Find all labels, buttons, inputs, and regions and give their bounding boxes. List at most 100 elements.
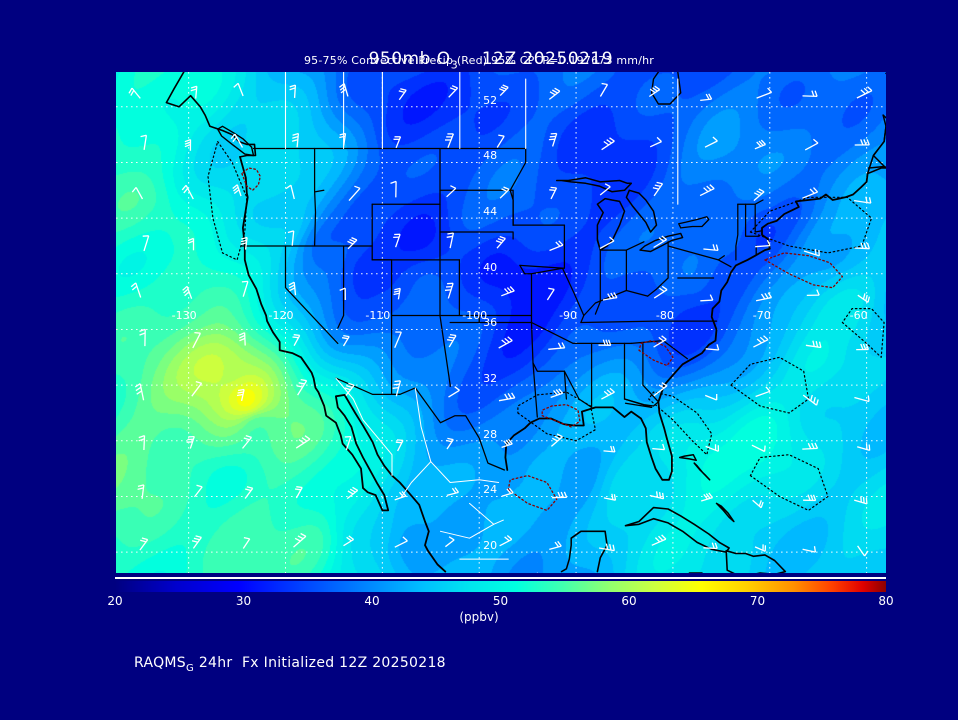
wind-barb-flag [610,292,615,299]
map-overlay [116,72,886,573]
wind-barb [293,532,307,548]
state-border [561,267,585,324]
wind-barb [292,334,301,347]
wind-barb [549,186,558,200]
wind-barb-shaft [343,133,347,146]
wind-barb [291,132,300,148]
state-border [335,377,416,396]
colorbar [115,581,886,592]
wind-barb [703,542,718,550]
wind-barb [289,84,297,98]
wind-barb-flag [865,294,868,301]
wind-barb-shaft [703,248,719,252]
wind-barb-flag [503,440,509,446]
wind-barb-flag [140,134,147,138]
wind-barb-flag [191,540,199,543]
wind-barb-shaft [192,537,202,549]
wind-barb [599,82,609,97]
wind-barb [753,335,769,348]
wind-barb-flag [862,497,865,504]
wind-barb-shaft [854,199,871,204]
wind-barb [134,383,145,401]
wind-barb [549,240,564,252]
wind-barb-flag [557,491,561,498]
wind-barb-shaft [857,446,870,452]
wind-barb [755,292,773,302]
wind-barb-flag [756,190,763,195]
lon-label--80: -80 [655,308,674,322]
wind-barb [339,83,349,97]
wind-barb-shaft [550,187,558,200]
wind-barb-flag [393,383,400,386]
wind-barb-shaft [653,385,668,397]
wind-barb [395,439,404,452]
wind-barb [652,443,666,451]
wind-barb-flag [243,536,250,540]
wind-barb-shaft [704,394,717,401]
wind-barb-shaft [394,331,402,348]
coastline-east [504,172,869,481]
wind-barb-flag [549,189,556,192]
convective-precip-contour-75 [749,196,873,254]
wind-barb-flag [349,238,356,243]
wind-barb-flag [554,435,561,440]
wind-barb-shaft [753,339,769,348]
wind-barb-flag [814,442,819,449]
wind-barb-shaft [603,497,616,501]
wind-barb-flag [560,491,565,498]
state-border [667,245,725,261]
wind-barb-flag [394,287,401,291]
state-border [744,203,760,237]
wind-barb-shaft [751,444,765,453]
wind-barb-shaft [548,90,561,100]
wind-barb-flag [507,438,513,445]
wind-barb-flag [867,296,871,303]
wind-barb-flag [289,287,296,292]
wind-barb-flag [753,192,760,197]
wind-barb-flag [292,135,299,139]
wind-barb [344,435,352,451]
wind-barb-flag [392,386,399,389]
wind-barb [448,386,460,398]
lon-label--90: -90 [559,308,578,322]
wind-barb-flag [451,85,458,89]
lon-label--60: -60 [849,308,868,322]
hispaniola [725,549,787,573]
wind-barb-flag [233,186,239,192]
wind-barb-flag [236,393,244,397]
wind-barb-flag [860,242,864,249]
wind-barb-flag [868,444,871,451]
wind-barb-shaft [652,447,665,451]
state-border [519,224,566,269]
wind-barb-shaft [448,389,460,398]
wind-barb [598,543,615,552]
wind-barb-flag [607,339,612,346]
wind-barb-flag [860,343,864,350]
wind-barb-flag [187,237,194,242]
state-border [414,387,506,471]
wind-barb-flag [767,87,773,93]
wind-barb-flag [654,537,661,543]
wind-barb-flag [652,87,658,92]
wind-barb-shaft [234,133,244,148]
wind-barb-flag [760,293,766,300]
grand-bahama [678,453,697,462]
wind-barb-shaft [856,90,873,99]
wind-barb-shaft [395,380,402,397]
wind-barb-flag [196,484,203,488]
wind-barb-flag [605,543,609,550]
wind-barb-flag [301,437,308,442]
wind-barb-flag [656,136,662,143]
wind-barb-flag [245,488,252,492]
wind-barb-shaft [551,133,558,147]
wind-barb [648,85,661,98]
wind-barb-shaft [244,487,254,499]
wind-barb-flag [661,534,667,540]
footer-model: RAQMS [134,655,186,671]
colorbar-tick-60: 60 [621,594,637,608]
wind-barb [230,133,244,148]
wind-barb-flag [181,184,187,191]
wind-barb-flag [298,382,305,385]
wind-barb-flag [563,491,568,498]
wind-barb-shaft [447,283,454,299]
